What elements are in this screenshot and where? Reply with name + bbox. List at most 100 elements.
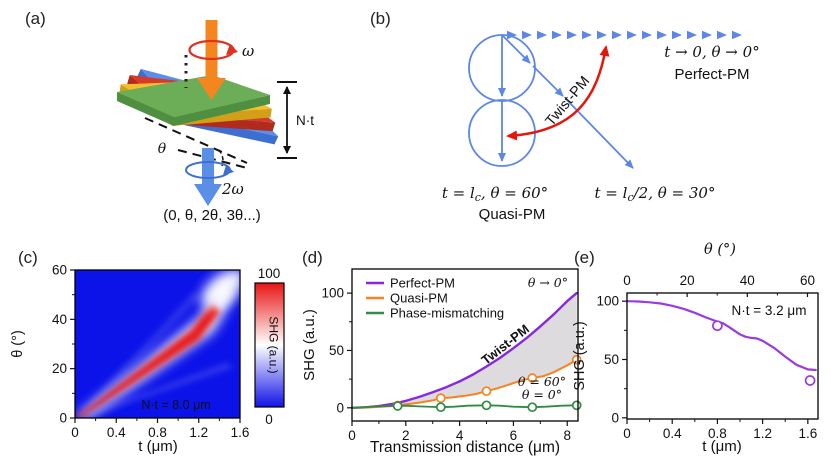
series-line (350, 291, 578, 410)
half-coherence-condition: t = lc/2, θ = 30° (595, 184, 716, 204)
x-tick-label: 2 (402, 428, 410, 443)
thickness-bracket (277, 81, 297, 159)
x-axis-label: Transmission distance (μm) (370, 439, 560, 456)
y-tick-label: 0 (611, 410, 619, 425)
chain-arrow (702, 30, 712, 40)
y-tick-label: 100 (321, 286, 344, 301)
top-axis-label: θ (°) (704, 242, 736, 258)
chain-arrow (597, 30, 607, 40)
nt-annotation: N·t = 8.0 μm (141, 398, 210, 412)
panel-b-svg: (b) Twist-PM t → 0, θ → 0° Perfect-PM t … (370, 9, 760, 223)
chain-arrow (732, 30, 742, 40)
panel-e-svg: (e) 0 0.4 0.8 1.2 1.6 0 50 100 0 20 40 60 θ (°) N·t… (572, 242, 819, 455)
data-marker (527, 373, 538, 383)
top-tick-label: 60 (800, 273, 815, 288)
series-line (625, 300, 817, 372)
y-tick-label: 60 (52, 263, 67, 278)
data-marker (435, 393, 446, 403)
x-tick-label: 1.2 (753, 426, 772, 441)
quasi-pm-condition: t = lc, θ = 60° (442, 184, 548, 204)
y-tick-label: 0 (59, 411, 67, 426)
y-axis-label: θ (°) (10, 330, 26, 358)
x-tick-label: 0.4 (107, 425, 126, 440)
data-marker (571, 354, 582, 365)
legend-label-phase-mismatching: Phase-mismatching (390, 306, 504, 321)
shg-rotation-ellipse-icon (185, 161, 234, 179)
x-tick-label: 1.6 (798, 426, 817, 441)
y-tick-label: 20 (52, 361, 67, 376)
twisted-crystal-stack-icon (117, 68, 279, 145)
chain-arrow (537, 30, 547, 40)
panel-c-svg: (c) N·t = 8.0 μm 0 0.4 0.8 1.2 1.6 0 20 40 60 t … (10, 248, 285, 455)
annotation-theta-60: θ = 60° (518, 374, 566, 389)
data-marker (571, 400, 582, 411)
chain-arrow (642, 30, 652, 40)
series-layer (350, 291, 582, 413)
axes-layer: 0 0.4 0.8 1.2 1.6 0 20 40 60 (52, 263, 249, 441)
chain-arrow (582, 30, 592, 40)
x-tick-label: 0.4 (663, 426, 682, 441)
x-axis-label: t (μm) (138, 438, 177, 455)
panel-a-label: (a) (25, 9, 46, 28)
ridge-core (75, 302, 220, 418)
y-tick-label: 50 (604, 352, 619, 367)
colorbar (254, 282, 285, 408)
chain-arrow (552, 30, 562, 40)
colorbar-label: SHG (a.u.) (267, 316, 281, 373)
y-tick-label: 0 (336, 400, 344, 415)
top-tick-label: 0 (623, 273, 631, 288)
pump-rotation-ellipse-icon (188, 39, 238, 61)
chain-arrow (687, 30, 697, 40)
saturation-blob (201, 270, 240, 308)
chain-arrow (627, 30, 637, 40)
dashed-edge-line (144, 117, 248, 164)
quasi-pm-name: Quasi-PM (479, 206, 546, 223)
panel-e-label: (e) (574, 248, 595, 267)
panel-c-label: (c) (18, 248, 38, 267)
chain-arrow (612, 30, 622, 40)
plate-green (117, 75, 270, 126)
data-marker (527, 402, 538, 413)
y-axis-label: SHG (a.u.) (301, 309, 318, 381)
x-tick-label: 0.8 (708, 426, 727, 441)
y-tick-label: 40 (52, 312, 67, 327)
data-marker (804, 375, 816, 386)
perfect-pm-arrow-chain (507, 30, 742, 40)
perfect-pm-condition: t → 0, θ → 0° (664, 43, 759, 61)
colorbar-min: 0 (265, 412, 273, 427)
legend: Perfect-PM Quasi-PM Phase-mismatching (366, 276, 504, 321)
x-tick-label: 1.6 (231, 425, 250, 440)
fill-layer (352, 293, 577, 408)
angle-sequence-label: (0, θ, 2θ, 3θ...) (163, 207, 261, 224)
thickness-label: N·t (296, 113, 314, 128)
two-omega-label: 2ω (221, 180, 244, 198)
axes-layer: 0 0.4 0.8 1.2 1.6 0 50 100 0 20 40 60 (596, 273, 817, 441)
data-marker (712, 320, 723, 332)
chain-arrow (657, 30, 667, 40)
omega-label: ω (242, 42, 254, 60)
y-axis-label: SHG (a.u.) (572, 321, 588, 390)
theta-label: θ (158, 141, 167, 157)
data-marker (481, 400, 492, 411)
top-tick-label: 20 (680, 273, 695, 288)
x-tick-label: 0 (348, 428, 356, 443)
x-axis-label: t (μm) (702, 438, 741, 455)
chain-arrow (717, 30, 727, 40)
x-tick-label: 1.2 (189, 425, 208, 440)
chain-arrow (507, 30, 517, 40)
twist-pm-region (352, 293, 577, 408)
panel-d-svg: (d) 0 2 4 6 8 0 50 100 Perfect-PM Quasi-PM Phas… (301, 248, 582, 456)
nt-annotation: N·t = 3.2 μm (732, 303, 807, 318)
legend-label-quasi-pm: Quasi-PM (390, 291, 448, 306)
x-tick-label: 0.8 (148, 425, 167, 440)
panel-b-label: (b) (370, 9, 391, 28)
legend-label-perfect-pm: Perfect-PM (390, 276, 455, 291)
x-tick-label: 4 (456, 428, 464, 443)
data-marker (392, 401, 403, 411)
chain-arrow (672, 30, 682, 40)
plot-frame (351, 268, 579, 422)
x-tick-label: 6 (510, 428, 518, 443)
colorbar-max: 100 (258, 266, 281, 281)
chain-arrow (567, 30, 577, 40)
